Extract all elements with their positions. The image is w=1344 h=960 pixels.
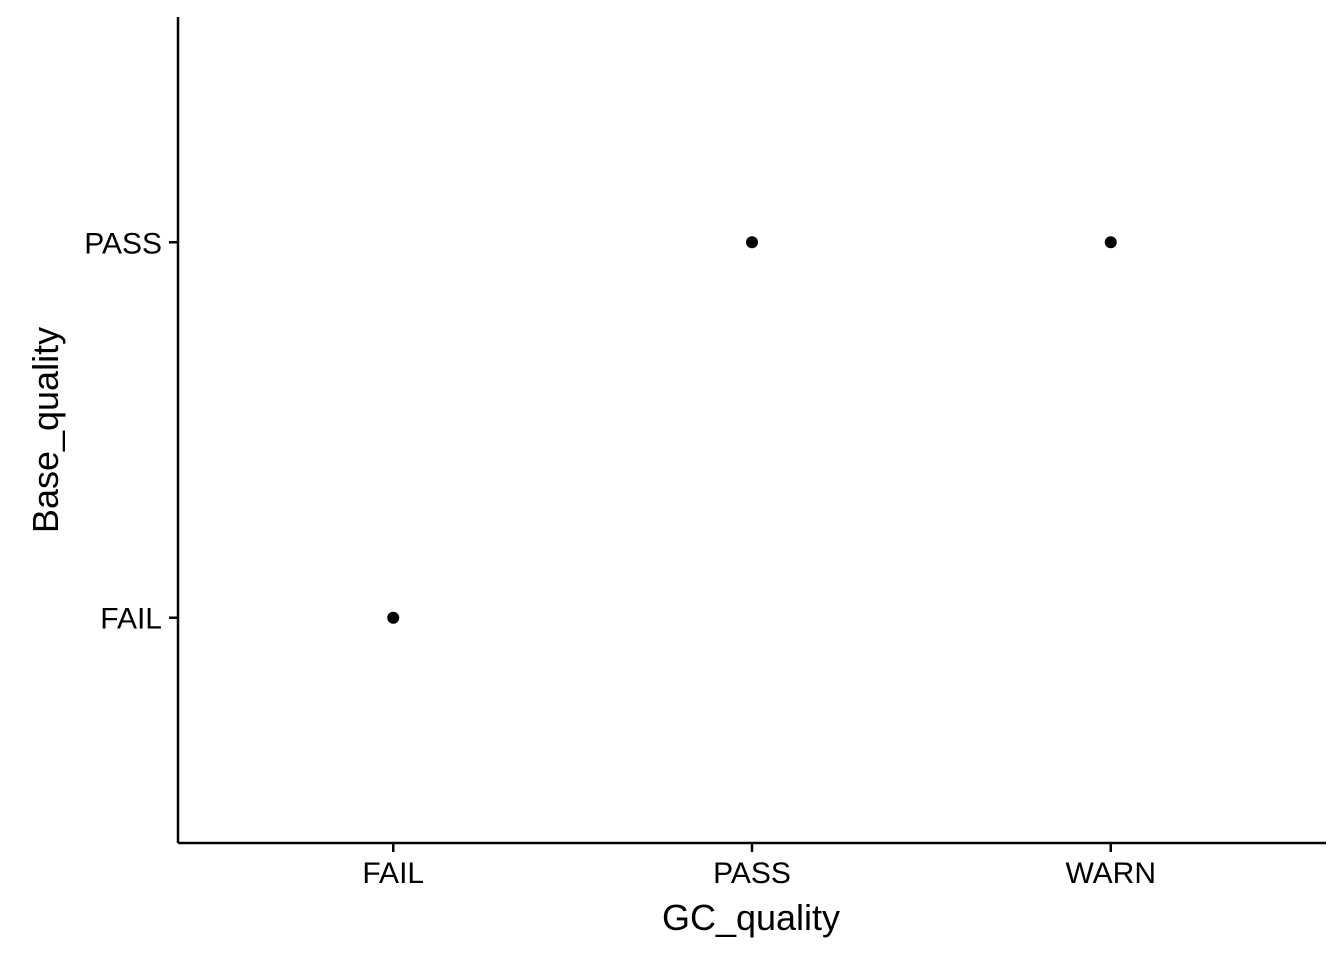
data-point: [387, 611, 400, 624]
y-tick-label: PASS: [84, 227, 162, 260]
data-point: [1104, 236, 1117, 249]
x-tick-label: PASS: [713, 857, 791, 890]
y-axis-ticks: FAIL PASS: [84, 227, 178, 636]
x-axis-ticks: FAIL PASS WARN: [362, 843, 1156, 890]
x-axis-title: GC_quality: [662, 897, 840, 938]
y-tick-label: FAIL: [100, 603, 162, 636]
x-tick-label: WARN: [1065, 857, 1156, 890]
x-tick-label: FAIL: [362, 857, 424, 890]
data-point: [746, 236, 758, 249]
data-points: [387, 236, 1117, 624]
y-axis-title: Base_quality: [25, 327, 66, 533]
axes: [176, 17, 1326, 845]
